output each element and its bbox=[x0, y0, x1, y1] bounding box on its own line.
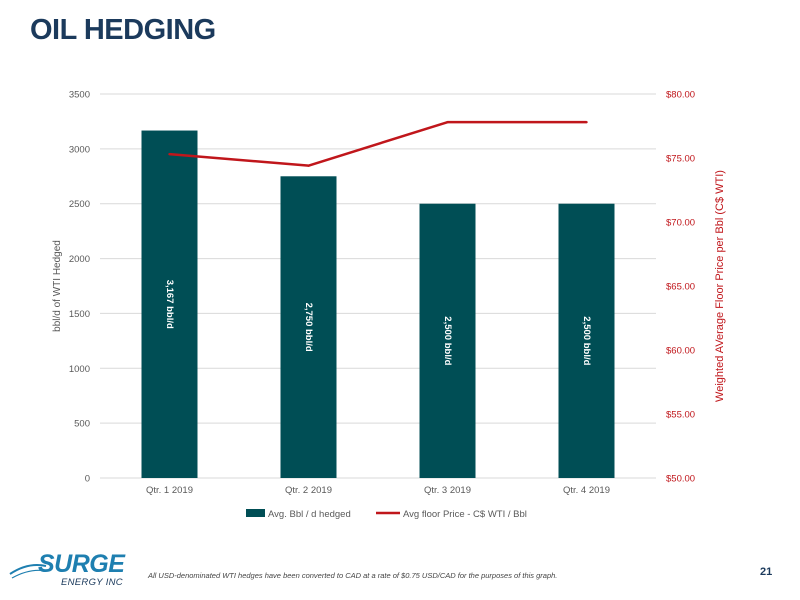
bar bbox=[141, 130, 198, 478]
logo-swoosh-icon bbox=[9, 564, 47, 579]
footnote: All USD-denominated WTI hedges have been… bbox=[148, 571, 558, 580]
page-number: 21 bbox=[760, 566, 773, 578]
bar-data-labels: 3,167 bbl/d 2,750 bbl/d 2,500 bbl/d 2,500 b… bbox=[164, 280, 592, 366]
slide-title: OIL HEDGING bbox=[30, 14, 216, 46]
logo-text: SURGE bbox=[38, 550, 125, 578]
bar bbox=[419, 203, 476, 478]
x-tick-label: Qtr. 4 2019 bbox=[563, 485, 610, 496]
left-tick-label: 0 bbox=[85, 474, 90, 485]
line-point bbox=[307, 164, 310, 167]
logo-subtext: ENERGY INC bbox=[61, 577, 123, 588]
legend-line-label: Avg floor Price - C$ WTI / Bbl bbox=[403, 509, 527, 520]
left-tick-label: 500 bbox=[74, 419, 90, 430]
right-axis-ticks: $50.00 $55.00 $60.00 $65.00 $70.00 $75.00 $80.… bbox=[666, 90, 695, 485]
bar bbox=[558, 203, 615, 478]
left-tick-label: 1000 bbox=[69, 364, 90, 375]
left-tick-label: 2000 bbox=[69, 254, 90, 265]
bar-data-label: 2,750 bbl/d bbox=[303, 303, 314, 352]
left-tick-label: 2500 bbox=[69, 199, 90, 210]
right-tick-label: $60.00 bbox=[666, 346, 695, 357]
left-tick-label: 3500 bbox=[69, 90, 90, 101]
x-axis-ticks: Qtr. 1 2019 Qtr. 2 2019 Qtr. 3 2019 Qtr. 4 … bbox=[146, 485, 610, 496]
right-tick-label: $55.00 bbox=[666, 410, 695, 421]
bar-data-label: 3,167 bbl/d bbox=[164, 280, 175, 329]
right-tick-label: $65.00 bbox=[666, 282, 695, 293]
left-axis-label: bbl/d of WTI Hedged bbox=[52, 240, 63, 332]
right-tick-label: $80.00 bbox=[666, 90, 695, 101]
legend: Avg. Bbl / d hedged Avg floor Price - C$… bbox=[246, 509, 527, 520]
bar-data-label: 2,500 bbl/d bbox=[442, 316, 453, 365]
price-line bbox=[169, 120, 587, 167]
bar-series bbox=[141, 130, 615, 479]
legend-bar-label: Avg. Bbl / d hedged bbox=[268, 509, 351, 520]
legend-bar-swatch bbox=[246, 509, 265, 517]
left-tick-label: 1500 bbox=[69, 309, 90, 320]
x-tick-label: Qtr. 3 2019 bbox=[424, 485, 471, 496]
x-tick-label: Qtr. 1 2019 bbox=[146, 485, 193, 496]
left-axis-ticks: 0 500 1000 1500 2000 2500 3000 3500 bbox=[69, 90, 90, 485]
line-series bbox=[168, 120, 588, 167]
company-logo: SURGE ENERGY INC bbox=[8, 548, 138, 594]
right-tick-label: $75.00 bbox=[666, 154, 695, 165]
bar bbox=[280, 176, 337, 479]
left-tick-label: 3000 bbox=[69, 144, 90, 155]
line-point bbox=[446, 120, 449, 124]
x-tick-label: Qtr. 2 2019 bbox=[285, 485, 332, 496]
right-axis-label: Weighted AVerage Floor Price per Bbl (C$… bbox=[714, 170, 726, 402]
line-point bbox=[585, 120, 588, 124]
bar-data-label: 2,500 bbl/d bbox=[581, 316, 592, 365]
right-tick-label: $70.00 bbox=[666, 218, 695, 229]
right-tick-label: $50.00 bbox=[666, 474, 695, 485]
line-point bbox=[168, 152, 171, 156]
